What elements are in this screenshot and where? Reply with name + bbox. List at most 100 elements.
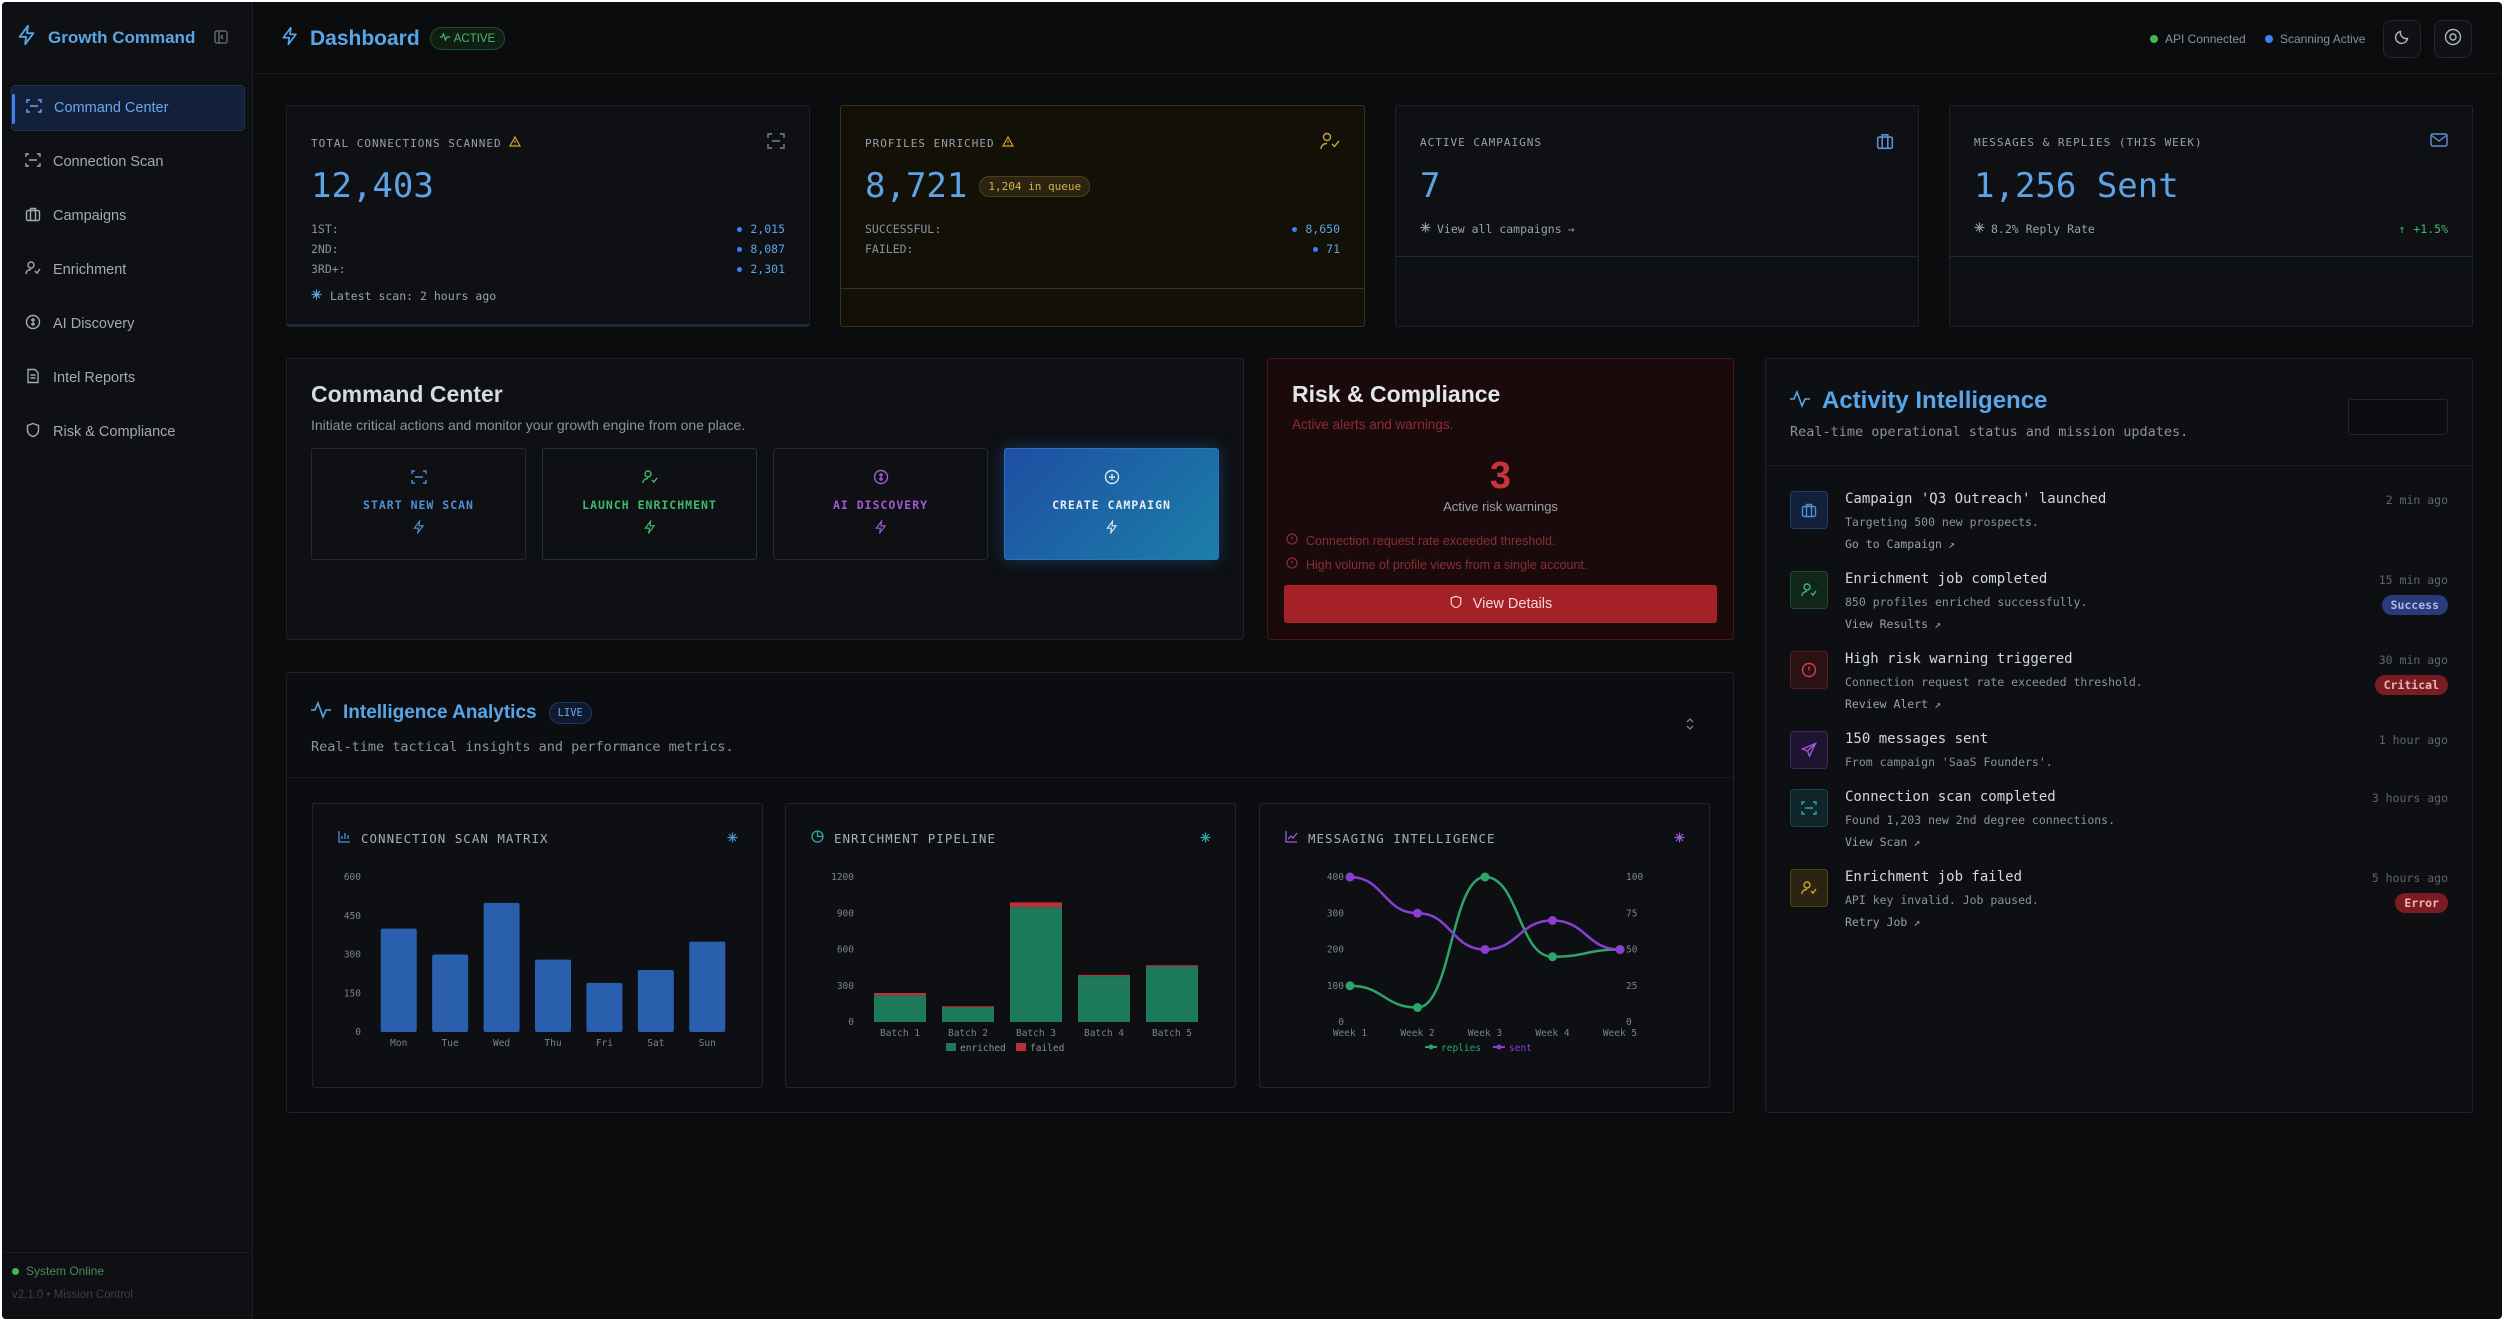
sidebar-item-command-center[interactable]: Command Center (11, 85, 245, 131)
x-tick-label: Mon (390, 1038, 407, 1049)
activity-item-link[interactable]: View Scan ↗ (1845, 835, 1920, 849)
activity-icon (311, 700, 331, 724)
launch-enrichment-button[interactable]: LAUNCH ENRICHMENT (542, 448, 757, 560)
user-check-icon (1790, 869, 1828, 907)
bar-segment (1010, 907, 1062, 1022)
bar-segment (1078, 974, 1130, 977)
chart-title-text: CONNECTION SCAN MATRIX (361, 830, 549, 846)
brand[interactable]: Growth Command (16, 24, 195, 51)
x-tick-label: Batch 3 (1016, 1028, 1056, 1039)
stat-row-value: 2,301 (737, 262, 785, 276)
scan-icon (767, 132, 785, 155)
view-all-campaigns-link[interactable]: View all campaigns → (1420, 222, 1575, 236)
discovery-icon (25, 314, 41, 334)
data-point (1615, 945, 1625, 954)
sidebar-item-risk-compliance[interactable]: Risk & Compliance (11, 409, 245, 455)
sparkle-icon (727, 830, 738, 848)
stat-label-text: PROFILES ENRICHED (865, 136, 995, 150)
legend-label: replies (1441, 1043, 1481, 1054)
activity-item-link[interactable]: Retry Job ↗ (1845, 915, 1920, 929)
x-tick-label: Fri (596, 1038, 613, 1049)
scan-icon (25, 152, 41, 172)
lightning-icon (1105, 519, 1119, 539)
y-tick-label: 0 (848, 1017, 854, 1028)
bar-segment (1146, 966, 1198, 1022)
create-campaign-button[interactable]: CREATE CAMPAIGN (1004, 448, 1219, 560)
activity-item-time: 30 min ago (2378, 653, 2448, 667)
sidebar-item-label: AI Discovery (53, 316, 135, 332)
moon-icon (2394, 29, 2410, 50)
activity-item-link[interactable]: View Results ↗ (1845, 617, 1941, 631)
view-details-button[interactable]: View Details (1284, 585, 1717, 623)
scan-status-label: Scanning Active (2280, 32, 2366, 46)
start-new-scan-button[interactable]: START NEW SCAN (311, 448, 526, 560)
sidebar-collapse-icon[interactable] (214, 30, 228, 44)
chart-plot: 0 150 300 450 600 Mon Tue Wed Thu Fri Sat Sun (344, 872, 726, 1049)
user-check-icon (1790, 571, 1828, 609)
view-all-campaigns-text: View all campaigns (1437, 222, 1562, 236)
sidebar-item-ai-discovery[interactable]: AI Discovery (11, 301, 245, 347)
sparkle-icon (1200, 830, 1211, 848)
sidebar-item-campaigns[interactable]: Campaigns (11, 193, 245, 239)
activity-filter-box[interactable] (2348, 399, 2448, 435)
stat-label: ACTIVE CAMPAIGNS (1420, 136, 1542, 149)
stat-row-value-text: 2,015 (750, 222, 785, 236)
expand-toggle-icon[interactable] (1685, 717, 1695, 736)
activity-item-time: 15 min ago (2378, 573, 2448, 587)
y-tick-label-right: 50 (1626, 945, 1638, 956)
chart-title: CONNECTION SCAN MATRIX (338, 830, 549, 846)
alert-icon (1286, 533, 1298, 548)
version-label: v2.1.0 • Mission Control (12, 1289, 133, 1301)
sidebar-item-label: Risk & Compliance (53, 424, 176, 440)
user-check-icon (1320, 132, 1340, 155)
stat-label-text: TOTAL CONNECTIONS SCANNED (311, 136, 502, 150)
y-tick-label: 100 (1327, 981, 1344, 992)
activity-item-time: 2 min ago (2385, 493, 2448, 507)
external-link-icon: ↗ (1947, 537, 1955, 551)
risk-count-label: Active risk warnings (1443, 499, 1558, 514)
active-badge: ACTIVE (429, 27, 506, 50)
activity-item-time: 5 hours ago (2371, 871, 2448, 885)
stat-row-key: 3RD+: (311, 262, 346, 276)
risk-warning-text: Connection request rate exceeded thresho… (1306, 533, 1556, 548)
activity-item-title: Campaign 'Q3 Outreach' launched (1845, 491, 2107, 507)
sidebar-item-intel-reports[interactable]: Intel Reports (11, 355, 245, 401)
ai-discovery-button[interactable]: AI DISCOVERY (773, 448, 988, 560)
analytics-title: Intelligence Analytics LIVE (311, 700, 592, 724)
latest-scan-text: Latest scan: 2 hours ago (330, 289, 497, 303)
y-tick-label: 1200 (831, 872, 854, 883)
chart-title-text: MESSAGING INTELLIGENCE (1308, 830, 1496, 846)
risk-compliance-panel: Risk & Compliance Active alerts and warn… (1267, 358, 1734, 640)
chart-plot: 0 300 600 900 1200 Batch 1 Batch 2 Batch 3 Batch… (831, 872, 1198, 1054)
sidebar-item-label: Connection Scan (53, 154, 164, 170)
theme-toggle-button[interactable] (2383, 20, 2421, 58)
activity-item-link[interactable]: Go to Campaign ↗ (1845, 537, 1955, 551)
sidebar-item-enrichment[interactable]: Enrichment (11, 247, 245, 293)
x-tick-label: Batch 5 (1152, 1028, 1192, 1039)
analytics-subtitle: Real-time tactical insights and performa… (311, 739, 734, 755)
settings-button[interactable] (2434, 20, 2472, 58)
y-tick-label-right: 75 (1626, 908, 1637, 919)
activity-item-desc: 850 profiles enriched successfully. (1845, 595, 2088, 609)
scan-icon (410, 469, 427, 490)
stat-card-profiles: PROFILES ENRICHED 8,721 1,204 in queue S… (840, 105, 1365, 327)
activity-divider (1766, 465, 2472, 466)
sidebar-item-connection-scan[interactable]: Connection Scan (11, 139, 245, 185)
bar (380, 928, 417, 1032)
data-point (1480, 872, 1490, 882)
risk-subtitle: Active alerts and warnings. (1292, 417, 1454, 432)
external-link-icon: ↗ (1913, 915, 1921, 929)
stat-row-value: 8,087 (737, 242, 785, 256)
user-settings-icon (2444, 28, 2462, 51)
activity-item-link-text: View Scan (1845, 835, 1908, 849)
stat-row-key: FAILED: (865, 242, 914, 256)
mail-icon (2430, 132, 2448, 153)
system-status: System Online (12, 1264, 104, 1278)
activity-item-desc: Connection request rate exceeded thresho… (1845, 675, 2143, 689)
briefcase-icon (1790, 491, 1828, 529)
activity-item-link[interactable]: Review Alert ↗ (1845, 697, 1941, 711)
risk-title: Risk & Compliance (1292, 381, 1501, 407)
activity-item-time: 3 hours ago (2371, 791, 2448, 805)
activity-item-link-text: View Results (1845, 617, 1929, 631)
pie-chart-icon (811, 830, 824, 846)
